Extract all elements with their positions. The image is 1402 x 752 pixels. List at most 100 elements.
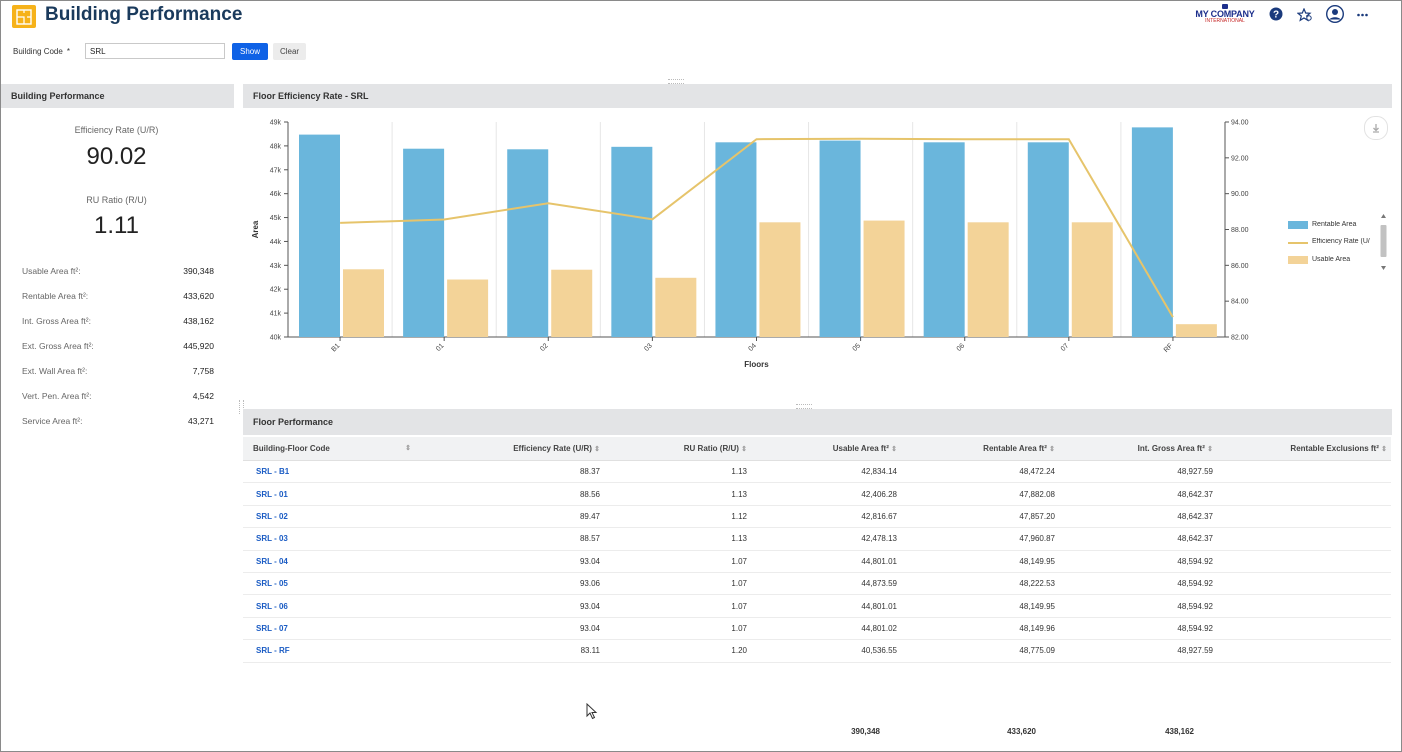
y2-tick-label: 88.00 [1231,227,1249,234]
rentable-area-bar [923,142,965,337]
sort-icon[interactable]: ⇕ [594,446,600,453]
chart-panel-header: Floor Efficiency Rate - SRL [243,84,1392,108]
metric-row: Rentable Area ft²: 433,620 [22,291,214,301]
table-cell: 48,927.59 [1059,639,1217,663]
table-cell: 93.04 [421,594,604,618]
rentable-area-bar [1131,127,1173,337]
sort-icon[interactable]: ⇕ [1049,446,1055,453]
table-cell: 47,882.08 [901,482,1059,506]
app-header: Building Performance MY COMPANY INTERNAT… [0,0,1392,34]
col-header-rentable-area[interactable]: Rentable Area ft² ⇕ [901,437,1059,461]
floor-code-link[interactable]: SRL - 04 [243,550,421,573]
sort-icon[interactable]: ⇕ [1207,446,1213,453]
favorites-star-icon[interactable] [1297,8,1313,22]
floor-code-link[interactable]: SRL - 01 [243,482,421,506]
sort-icon[interactable]: ⇕ [405,445,411,452]
building-performance-header: Building Performance [1,84,234,108]
table-cell: 42,816.67 [751,505,901,529]
table-cell: 44,801.01 [751,550,901,573]
legend-scrollbar[interactable] [1379,213,1388,271]
resize-handle[interactable] [796,404,812,409]
rentable-area-bar [611,146,653,337]
floor-code-link[interactable]: SRL - 05 [243,572,421,596]
y2-tick-label: 82.00 [1231,335,1249,342]
floor-code-link[interactable]: SRL - B1 [243,460,421,484]
table-cell: 1.13 [604,460,751,484]
col-header-floor-code[interactable]: Building-Floor Code ⇕ [243,437,421,461]
table-row: SRL - RF 83.11 1.20 40,536.55 48,775.09 48,92… [243,639,1391,663]
rentable-area-bar [299,134,340,337]
sort-icon[interactable]: ⇕ [891,446,897,453]
table-row: SRL - 02 89.47 1.12 42,816.67 47,857.20 48,64… [243,505,1391,529]
col-header-efficiency[interactable]: Efficiency Rate (U/R) ⇕ [421,437,604,461]
table-cell: 48,594.92 [1059,572,1217,596]
ru-ratio-value: 1.11 [94,212,139,239]
x-tick-label: B1 [330,342,341,353]
table-cell: 48,927.59 [1059,460,1217,484]
user-avatar-icon[interactable] [1326,5,1344,23]
floor-code-link[interactable]: SRL - 06 [243,594,421,618]
show-button[interactable]: Show [232,43,268,60]
table-cell: 93.06 [421,572,604,596]
table-cell [1217,617,1391,641]
vertical-resize-handle[interactable] [239,400,244,414]
usable-area-bar [863,220,905,337]
x-tick-label: 05 [852,342,863,353]
table-cell: 1.13 [604,482,751,506]
table-cell: 44,801.01 [751,594,901,618]
col-header-usable-area[interactable]: Usable Area ft² ⇕ [751,437,901,461]
efficiency-rate-value: 90.02 [86,143,147,170]
more-options-icon[interactable] [1357,13,1368,17]
legend-item[interactable]: Rentable Area [1288,221,1378,231]
col-header-int-gross-area[interactable]: Int. Gross Area ft² ⇕ [1059,437,1217,461]
metric-row: Vert. Pen. Area ft²: 4,542 [22,391,214,401]
table-header-row: Building-Floor Code ⇕ Efficiency Rate (U/… [243,437,1391,461]
table-cell: 48,149.95 [901,594,1059,618]
col-header-ru-ratio[interactable]: RU Ratio (R/U) ⇕ [604,437,751,461]
metric-row: Int. Gross Area ft²: 438,162 [22,316,214,326]
x-tick-label: RF [1163,342,1175,354]
floor-code-link[interactable]: SRL - 03 [243,527,421,551]
table-row: SRL - 06 93.04 1.07 44,801.01 48,149.95 48,59… [243,594,1391,618]
table-cell: 1.13 [604,527,751,551]
rentable-area-bar [819,140,861,337]
svg-text:?: ? [1273,10,1279,21]
table-cell: 88.56 [421,482,604,506]
help-icon[interactable]: ? [1269,7,1283,21]
clear-button[interactable]: Clear [273,43,306,60]
legend-item[interactable]: Efficiency Rate (U/ [1288,238,1378,248]
col-header-rentable-exclusions[interactable]: Rentable Exclusions ft² ⇕ [1217,437,1391,461]
table-cell: 42,834.14 [751,460,901,484]
y2-tick-label: 84.00 [1231,299,1249,306]
total-int-gross-area: 438,162 [1165,727,1194,736]
table-row: SRL - 04 93.04 1.07 44,801.01 48,149.95 48,59… [243,550,1391,573]
metric-row: Usable Area ft²: 390,348 [22,266,214,276]
table-cell: 1.07 [604,594,751,618]
sort-icon[interactable]: ⇕ [741,446,747,453]
table-cell: 1.07 [604,572,751,596]
table-cell: 1.20 [604,639,751,663]
table-cell [1217,505,1391,529]
floor-code-link[interactable]: SRL - 02 [243,505,421,529]
table-cell [1217,594,1391,618]
floor-code-link[interactable]: SRL - 07 [243,617,421,641]
total-rentable-area: 433,620 [1007,727,1036,736]
usable-area-bar [343,269,384,337]
company-logo: MY COMPANY INTERNATIONAL [1194,4,1256,24]
table-cell [1217,550,1391,573]
table-cell: 48,594.92 [1059,594,1217,618]
y-tick-label: 46k [270,191,282,198]
y-tick-label: 49k [270,120,282,127]
y-axis-title: Area [251,220,260,238]
chart-legend: Rentable Area Efficiency Rate (U/ Usable… [1288,218,1378,268]
page-title: Building Performance [45,4,243,25]
table-cell: 48,222.53 [901,572,1059,596]
building-code-input[interactable] [85,43,225,59]
legend-item[interactable]: Usable Area [1288,256,1378,266]
floor-code-link[interactable]: SRL - RF [243,639,421,663]
table-cell: 42,406.28 [751,482,901,506]
download-button[interactable] [1364,116,1388,140]
resize-handle[interactable] [668,79,684,84]
sort-icon[interactable]: ⇕ [1381,446,1387,453]
y2-tick-label: 92.00 [1231,155,1249,162]
